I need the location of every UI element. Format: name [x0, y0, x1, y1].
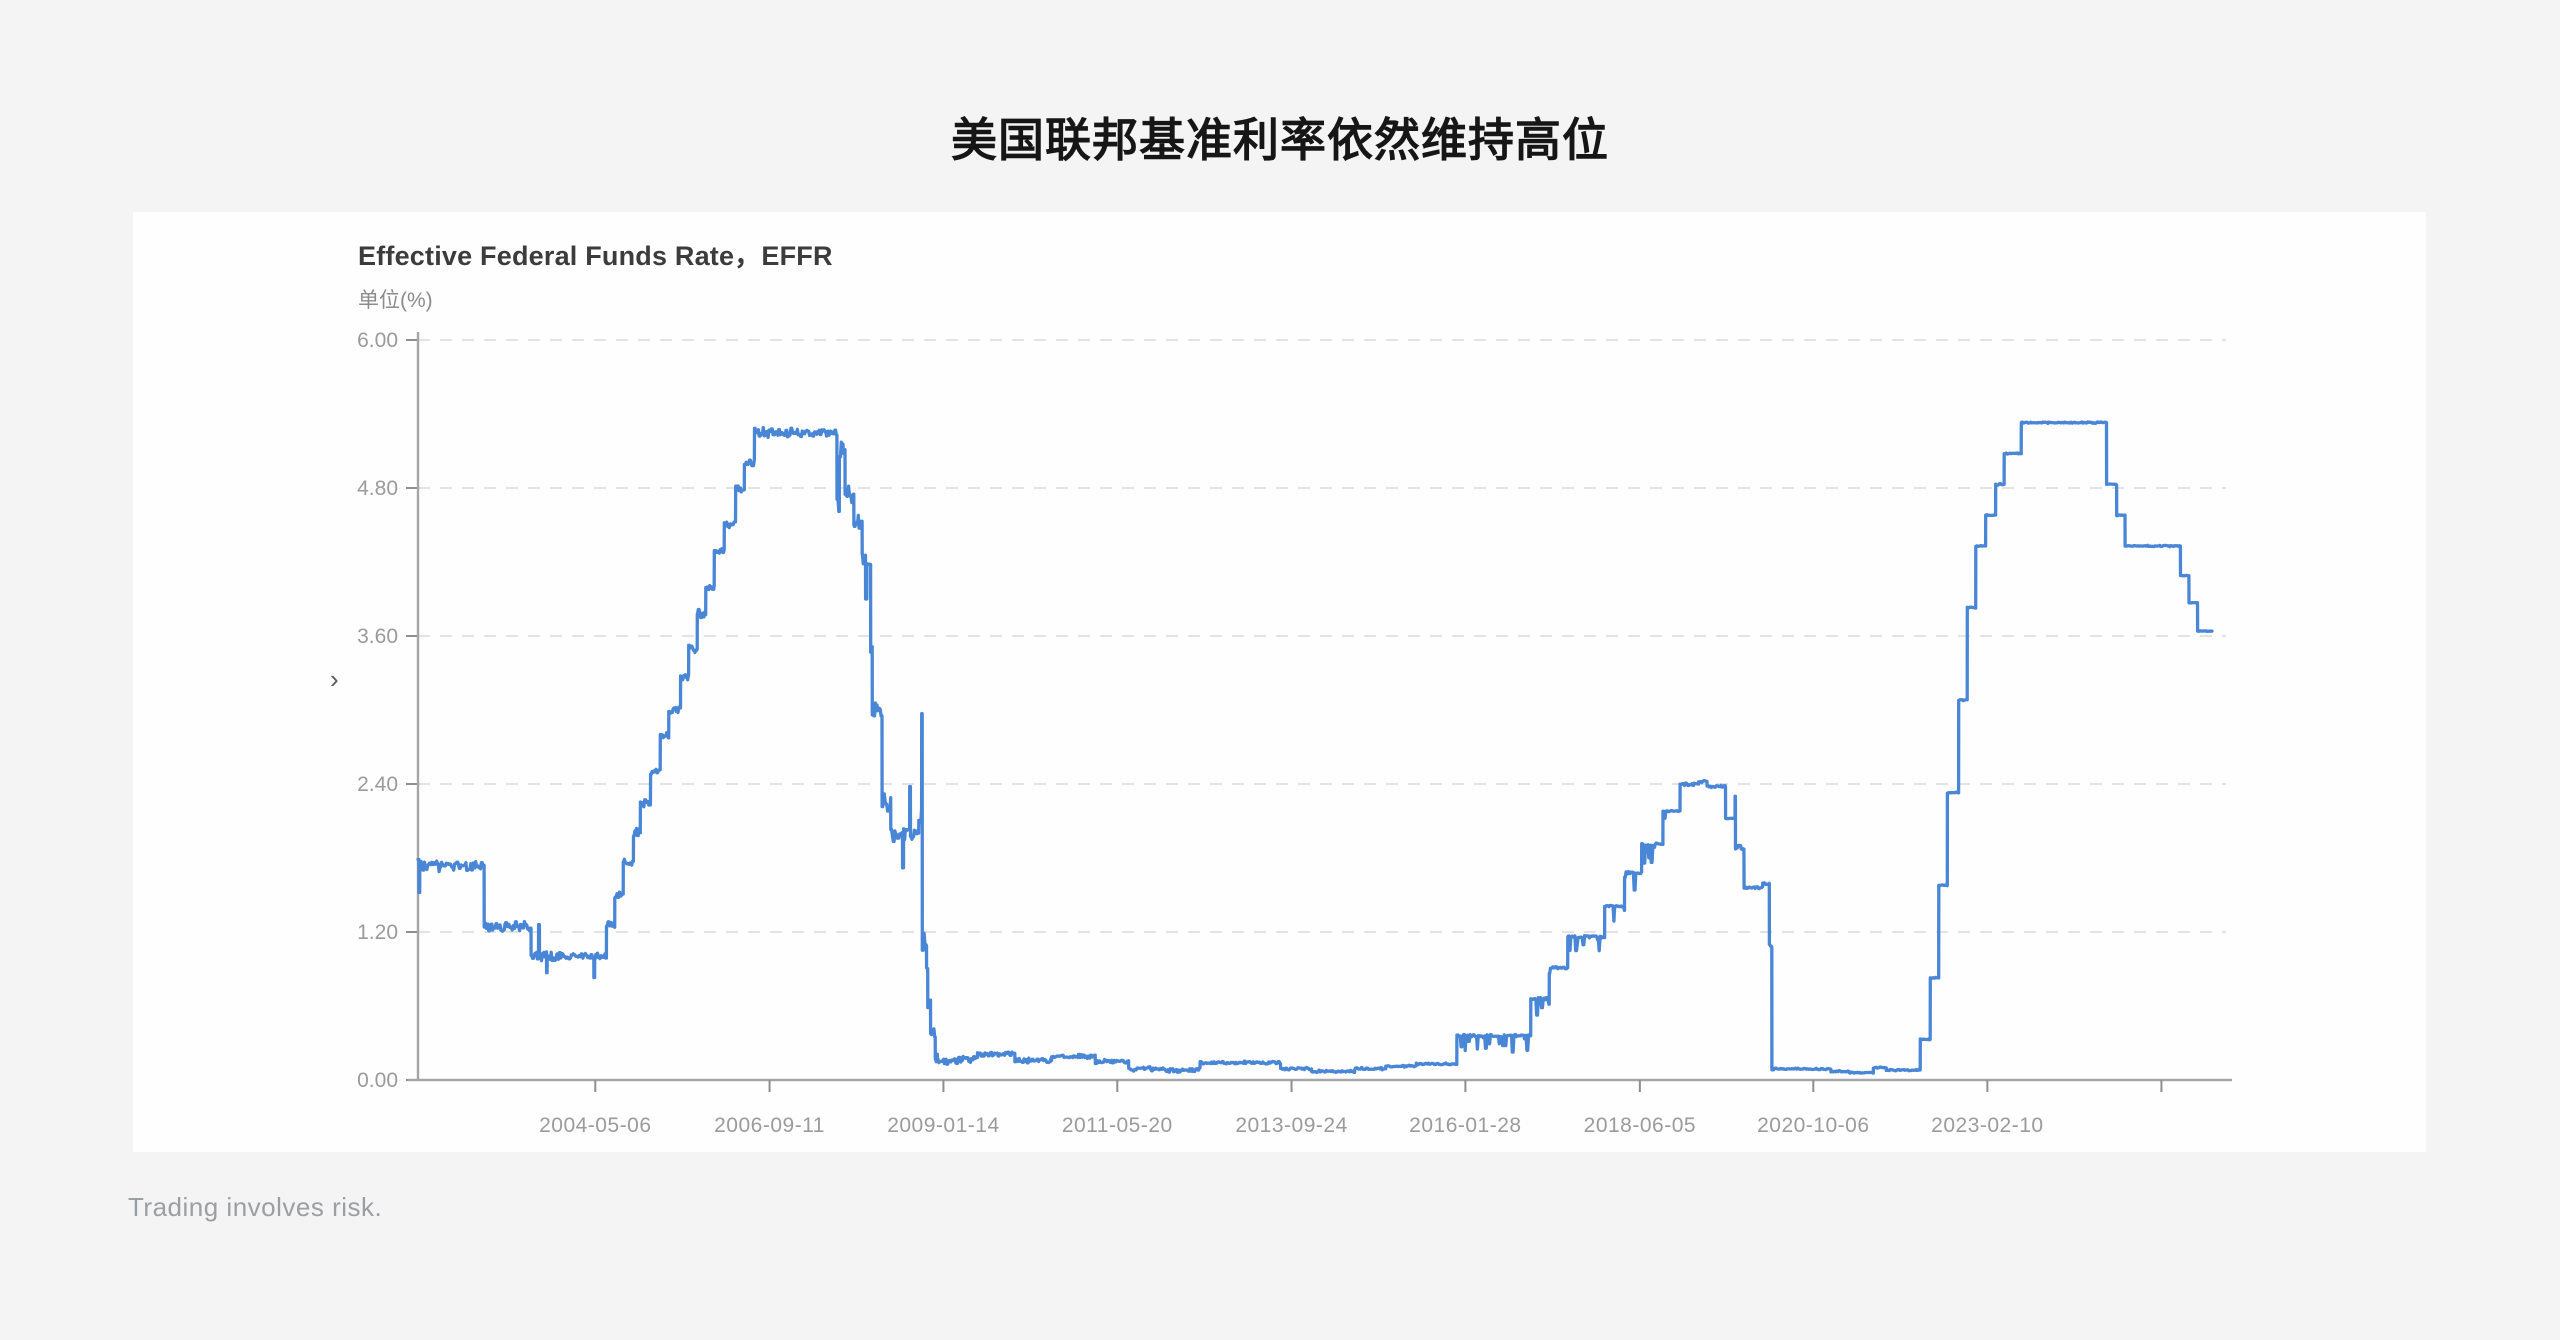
x-tick-label: 2006-09-11 [714, 1114, 825, 1137]
x-tick-label: 2004-05-06 [539, 1114, 651, 1137]
x-tick-label: 2011-05-20 [1062, 1114, 1173, 1137]
unit-label: 单位(%) [358, 289, 433, 312]
y-tick-label: 3.60 [357, 625, 398, 648]
x-tick-label: 2023-02-10 [1931, 1114, 2043, 1137]
chart-panel [133, 212, 2426, 1152]
effr-line [416, 420, 2214, 1075]
y-tick-label: 6.00 [357, 329, 398, 352]
x-tick-label: 2016-01-28 [1409, 1114, 1521, 1137]
y-tick-label: 1.20 [357, 921, 398, 944]
chevron-right-icon[interactable]: › [330, 664, 339, 694]
y-tick-label: 0.00 [357, 1069, 398, 1092]
y-tick-label: 2.40 [357, 773, 398, 796]
x-tick-label: 2018-06-05 [1584, 1114, 1696, 1137]
y-tick-label: 4.80 [357, 477, 398, 500]
risk-disclaimer: Trading involves risk. [128, 1192, 383, 1222]
x-tick-label: 2009-01-14 [887, 1114, 999, 1137]
chart-title: Effective Federal Funds Rate，EFFR [358, 241, 833, 271]
page-title: 美国联邦基准利率依然维持高位 [951, 114, 1609, 166]
x-tick-label: 2020-10-06 [1757, 1114, 1869, 1137]
x-tick-label: 2013-09-24 [1235, 1114, 1347, 1137]
